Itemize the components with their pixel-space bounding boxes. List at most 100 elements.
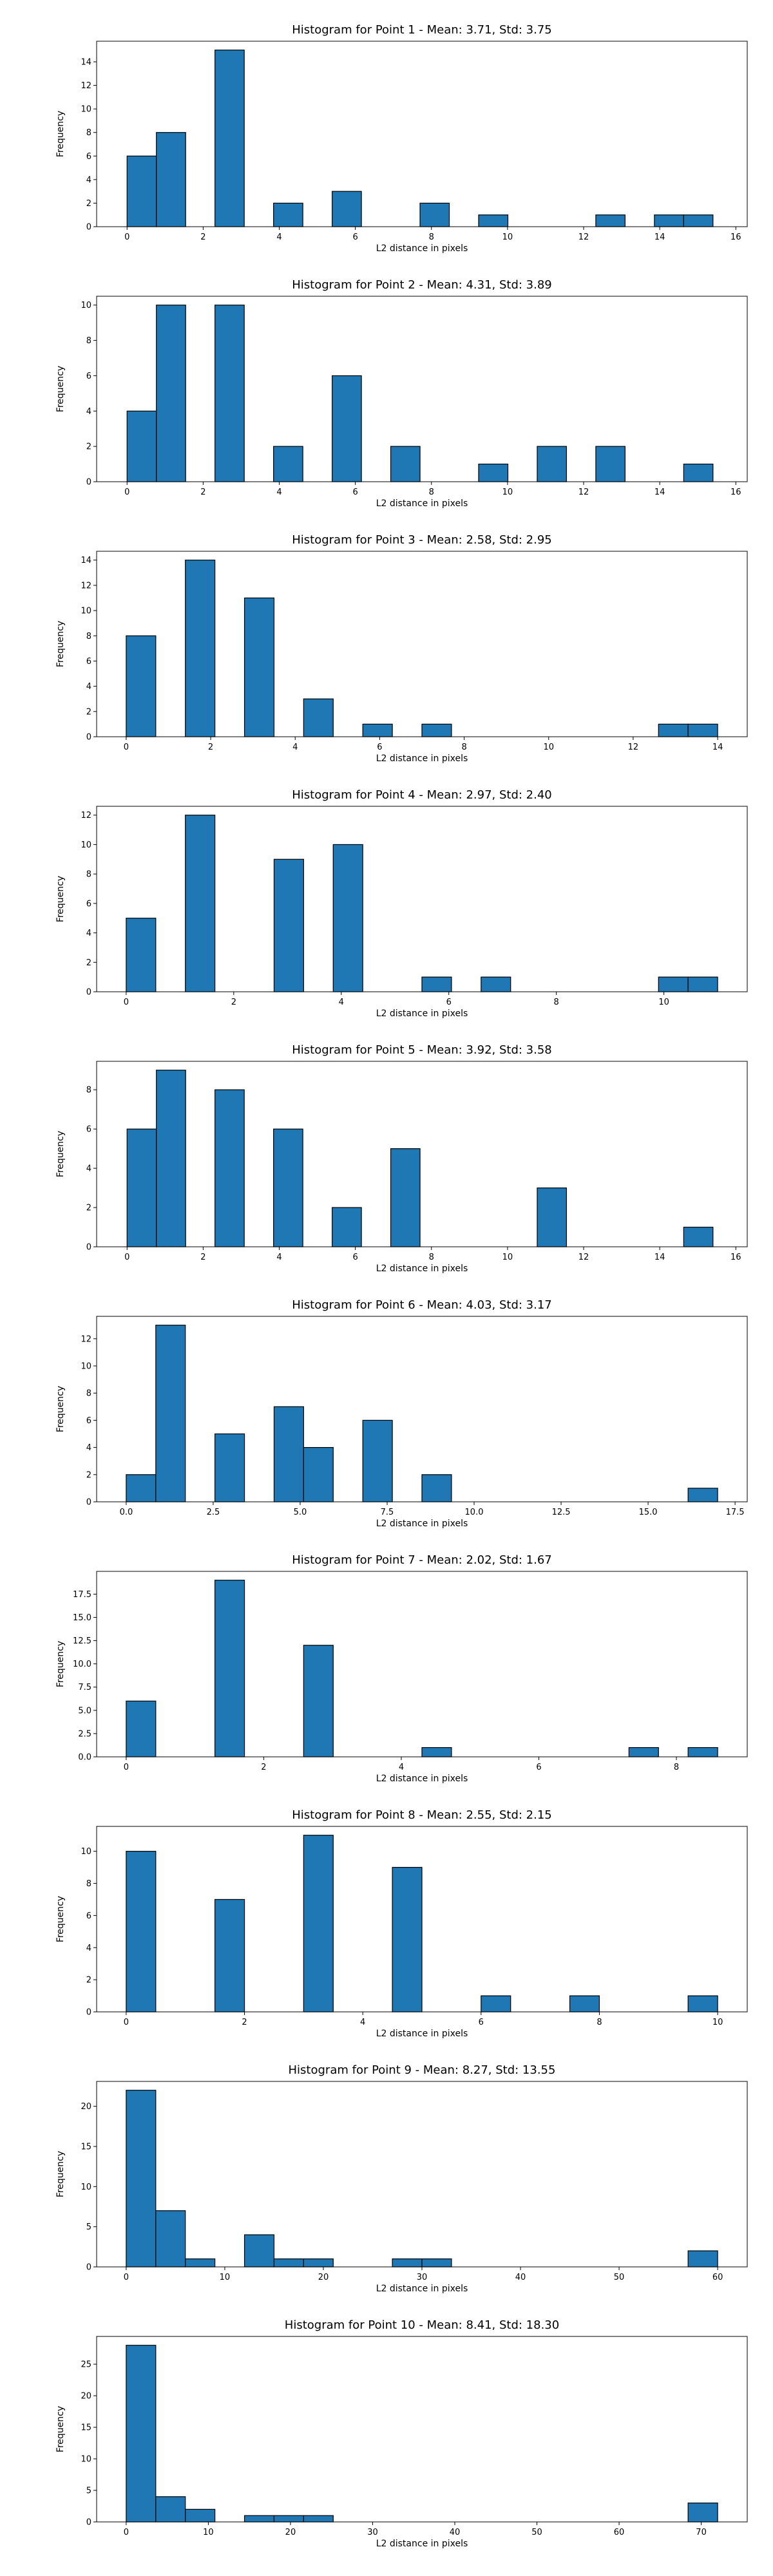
bars [126, 2090, 718, 2268]
plot-frame [96, 1826, 748, 2012]
histogram-bar [273, 446, 303, 482]
y-tick-label: 6 [86, 899, 91, 909]
histogram-bar [215, 1899, 245, 2012]
y-tick-label: 2 [86, 1976, 91, 1985]
histogram-bar [362, 1419, 393, 1502]
x-tick-label: 7.5 [381, 1508, 394, 1517]
x-tick-label: 8 [429, 232, 434, 242]
histogram-bar [628, 1747, 659, 1757]
histogram-bar [658, 723, 689, 737]
histogram-bar [126, 155, 157, 227]
histogram-bar [595, 446, 626, 482]
x-tick-label: 0 [124, 1253, 129, 1262]
y-axis-label: Frequency [55, 2151, 66, 2197]
y-tick-label: 10.0 [73, 1660, 91, 1669]
x-tick-label: 60 [614, 2528, 625, 2537]
histogram-bar [185, 2258, 216, 2268]
histogram-bar [419, 202, 450, 227]
histogram-bar [303, 1645, 334, 1757]
plot-frame [96, 2081, 748, 2268]
y-tick-label: 10 [81, 1362, 91, 1372]
x-tick-label: 10 [543, 743, 554, 752]
y-tick-label: 2 [86, 1470, 91, 1480]
histogram-bar [478, 214, 509, 227]
x-tick-label: 12.5 [552, 1508, 571, 1517]
x-tick-label: 14 [712, 743, 723, 752]
x-axis-label: L2 distance in pixels [376, 1264, 468, 1274]
histogram-chart-3: Histogram for Point 3 - Mean: 2.58, Std:… [55, 533, 748, 764]
y-tick-label: 0 [86, 988, 91, 998]
x-tick-label: 12 [578, 1253, 589, 1262]
x-tick-label: 4 [360, 2018, 365, 2027]
histogram-bar [390, 1148, 421, 1247]
chart-title: Histogram for Point 10 - Mean: 8.41, Std… [285, 2318, 559, 2332]
histogram-bar [332, 191, 362, 227]
x-tick-label: 10 [203, 2528, 214, 2537]
histogram-bar [126, 1474, 157, 1502]
histogram-bar [687, 976, 718, 992]
x-tick-label: 8 [674, 1763, 679, 1772]
histogram-bar [156, 132, 186, 227]
x-tick-label: 0 [124, 2273, 129, 2282]
x-tick-label: 70 [696, 2528, 707, 2537]
histogram-bar [392, 2258, 423, 2268]
histogram-bar [481, 1995, 511, 2012]
y-tick-label: 0 [86, 2008, 91, 2018]
x-tick-label: 0 [124, 1763, 129, 1772]
histogram-bar [478, 463, 509, 482]
y-tick-label: 4 [86, 407, 91, 417]
x-tick-label: 20 [318, 2273, 329, 2282]
y-tick-label: 14 [81, 58, 91, 68]
y-axis-label: Frequency [55, 621, 66, 667]
x-tick-label: 10.0 [465, 1508, 484, 1517]
x-tick-label: 12 [628, 743, 639, 752]
histogram-bar [332, 1207, 362, 1247]
bars [126, 1835, 718, 2012]
x-tick-label: 8 [461, 743, 466, 752]
histogram-bar [155, 2210, 186, 2268]
x-axis-label: L2 distance in pixels [376, 2029, 468, 2039]
x-tick-label: 40 [515, 2273, 526, 2282]
x-tick-label: 10 [658, 998, 669, 1007]
y-axis-label: Frequency [55, 1896, 66, 1942]
histogram-bar [687, 1995, 718, 2012]
y-tick-label: 0 [86, 223, 91, 232]
y-tick-label: 4 [86, 175, 91, 185]
y-tick-label: 20 [81, 2102, 91, 2112]
x-tick-label: 6 [352, 488, 358, 497]
histogram-bar [537, 1187, 568, 1247]
x-tick-label: 8 [429, 1253, 434, 1262]
y-tick-label: 12 [81, 811, 91, 820]
y-tick-label: 8 [86, 1389, 91, 1399]
y-tick-label: 2 [86, 1204, 91, 1213]
y-tick-label: 6 [86, 152, 91, 162]
y-tick-label: 0 [86, 2263, 91, 2273]
histogram-bar [273, 858, 304, 992]
histogram-bar [185, 815, 216, 992]
x-tick-label: 14 [654, 488, 665, 497]
x-axis-label: L2 distance in pixels [376, 1009, 468, 1019]
histogram-bar [683, 1226, 714, 1247]
y-tick-label: 10 [81, 105, 91, 115]
y-tick-label: 6 [86, 1125, 91, 1135]
histogram-bar [243, 2234, 275, 2268]
histogram-bar [273, 2258, 304, 2268]
bars [126, 2345, 718, 2523]
x-tick-label: 6 [446, 998, 452, 1007]
x-tick-label: 0 [124, 998, 129, 1007]
x-tick-label: 14 [654, 232, 665, 242]
histogram-bar [303, 698, 334, 737]
histogram-bar [185, 560, 216, 737]
y-tick-label: 4 [86, 682, 91, 692]
histogram-bar [243, 597, 275, 737]
plot-frame [96, 806, 748, 992]
x-axis-label: L2 distance in pixels [376, 498, 468, 509]
plot-frame [96, 296, 748, 482]
histogram-bar [687, 1747, 718, 1757]
y-axis-label: Frequency [55, 1641, 66, 1687]
y-tick-label: 20 [81, 2392, 91, 2401]
x-tick-label: 2 [200, 488, 205, 497]
histogram-bar [421, 1474, 452, 1502]
y-tick-label: 8 [86, 1879, 91, 1889]
histogram-bar [421, 976, 452, 992]
